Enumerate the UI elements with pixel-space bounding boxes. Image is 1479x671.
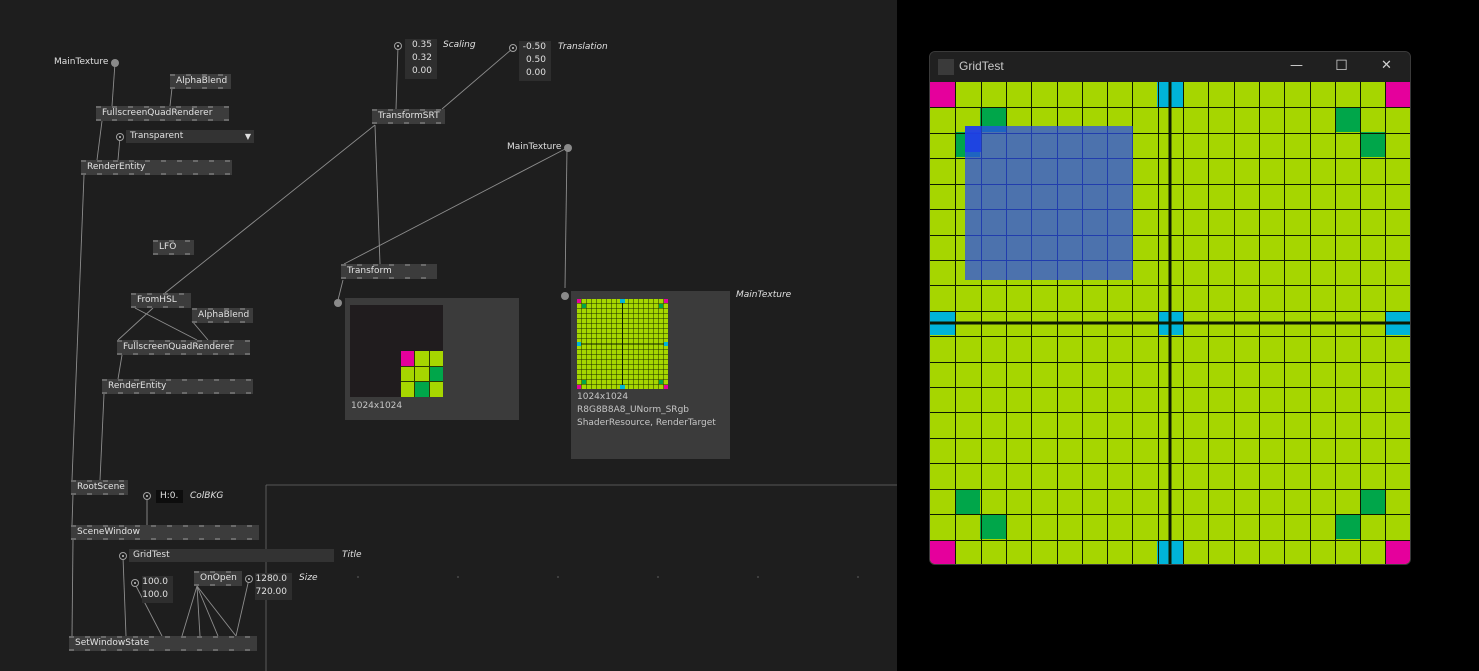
size-label: Size bbox=[299, 573, 318, 583]
col-bkg-pin[interactable] bbox=[143, 492, 151, 500]
gridtest-window[interactable]: GridTest — ☐ ✕ bbox=[929, 51, 1411, 565]
render-entity-node[interactable]: RenderEntity bbox=[102, 379, 253, 394]
main-texture-label: MainTexture bbox=[736, 290, 792, 300]
transform-srt-node[interactable]: TransformSRT bbox=[372, 109, 445, 124]
preview-grid bbox=[401, 351, 443, 397]
scaling-label: Scaling bbox=[443, 40, 476, 50]
preview-image bbox=[577, 299, 668, 389]
grid-marker bbox=[1386, 540, 1410, 564]
minimize-icon[interactable]: — bbox=[1290, 58, 1303, 73]
grid-marker bbox=[930, 540, 955, 564]
grid-marker bbox=[980, 514, 1006, 539]
blend-mode-value: Transparent bbox=[130, 131, 184, 141]
texture-preview-left: 1024x1024 bbox=[345, 298, 519, 420]
output-pin[interactable] bbox=[334, 299, 342, 307]
grid-marker bbox=[1386, 82, 1410, 107]
title-pin[interactable] bbox=[119, 552, 127, 560]
translation-vector[interactable]: -0.50 0.50 0.00 bbox=[519, 41, 551, 81]
maximize-icon[interactable]: ☐ bbox=[1335, 58, 1348, 74]
grid-marker bbox=[1335, 514, 1361, 539]
translation-label: Translation bbox=[558, 42, 608, 52]
main-texture-label: MainTexture bbox=[54, 57, 109, 67]
main-texture-pin[interactable] bbox=[111, 59, 119, 67]
position-vector[interactable]: 100.0 100.0 bbox=[142, 576, 173, 603]
lfo-node[interactable]: LFO bbox=[153, 240, 194, 255]
size-x: 1280.0 bbox=[255, 574, 288, 584]
root-scene-node[interactable]: RootScene bbox=[71, 480, 128, 495]
grid-marker bbox=[1335, 107, 1361, 132]
blue-quad bbox=[965, 126, 1133, 280]
rendered-scene bbox=[930, 82, 1410, 564]
fullscreen-quad-renderer-node[interactable]: FullscreenQuadRenderer bbox=[117, 340, 250, 355]
on-open-node[interactable]: OnOpen bbox=[194, 571, 242, 586]
window-titlebar[interactable]: GridTest — ☐ ✕ bbox=[930, 52, 1410, 82]
scaling-vector[interactable]: 0.35 0.32 0.00 bbox=[405, 39, 437, 79]
grid-marker bbox=[1360, 132, 1386, 157]
transform-node[interactable]: Transform bbox=[341, 264, 437, 279]
size-vector[interactable]: 1280.0 720.00 bbox=[255, 573, 292, 600]
size-y: 720.00 bbox=[255, 587, 288, 597]
size-pin[interactable] bbox=[245, 575, 253, 583]
position-x: 100.0 bbox=[142, 577, 168, 587]
scaling-pin[interactable] bbox=[394, 42, 402, 50]
grid-marker bbox=[930, 82, 955, 107]
preview-caption-usage: ShaderResource, RenderTarget bbox=[577, 418, 716, 428]
render-entity-node[interactable]: RenderEntity bbox=[81, 160, 232, 175]
grid-marker bbox=[955, 489, 980, 514]
grid-marker bbox=[1360, 489, 1386, 514]
fullscreen-quad-renderer-node[interactable]: FullscreenQuadRenderer bbox=[96, 106, 229, 121]
texture-preview-right: 1024x1024 R8G8B8A8_UNorm_SRgb ShaderReso… bbox=[571, 291, 730, 459]
scaling-z: 0.00 bbox=[411, 66, 432, 76]
translation-pin[interactable] bbox=[509, 44, 517, 52]
translation-x: -0.50 bbox=[522, 42, 546, 52]
chevron-down-icon: ▼ bbox=[244, 132, 251, 141]
preview-caption-format: R8G8B8A8_UNorm_SRgb bbox=[577, 405, 689, 415]
scaling-y: 0.32 bbox=[411, 53, 432, 63]
alpha-blend-node[interactable]: AlphaBlend bbox=[192, 308, 253, 323]
preview-image bbox=[350, 305, 443, 397]
alpha-blend-node[interactable]: AlphaBlend bbox=[170, 74, 231, 89]
col-bkg-label: ColBKG bbox=[190, 491, 224, 501]
scene-window-node[interactable]: SceneWindow bbox=[71, 525, 259, 540]
node-editor[interactable]: MainTexture AlphaBlend FullscreenQuadRen… bbox=[0, 0, 897, 671]
translation-z: 0.00 bbox=[525, 68, 546, 78]
title-label: Title bbox=[342, 550, 362, 560]
from-hsl-node[interactable]: FromHSL bbox=[131, 293, 191, 308]
preview-caption: 1024x1024 bbox=[351, 401, 403, 411]
main-texture-pin[interactable] bbox=[564, 144, 572, 152]
position-pin[interactable] bbox=[131, 579, 139, 587]
output-pin[interactable] bbox=[561, 292, 569, 300]
title-input[interactable]: GridTest bbox=[129, 549, 334, 562]
app-icon bbox=[938, 59, 954, 75]
col-bkg-value[interactable]: H:0. bbox=[156, 490, 183, 503]
blend-mode-pin[interactable] bbox=[116, 133, 124, 141]
scaling-x: 0.35 bbox=[411, 40, 432, 50]
window-title: GridTest bbox=[959, 59, 1004, 73]
preview-grid-image bbox=[577, 299, 668, 389]
blend-mode-dropdown[interactable]: Transparent ▼ bbox=[126, 130, 254, 143]
preview-caption-size: 1024x1024 bbox=[577, 392, 629, 402]
set-window-state-node[interactable]: SetWindowState bbox=[69, 636, 257, 651]
main-texture-label: MainTexture bbox=[507, 142, 562, 152]
position-y: 100.0 bbox=[142, 590, 168, 600]
blue-quad-corner bbox=[965, 126, 981, 152]
translation-y: 0.50 bbox=[525, 55, 546, 65]
close-icon[interactable]: ✕ bbox=[1381, 58, 1392, 73]
